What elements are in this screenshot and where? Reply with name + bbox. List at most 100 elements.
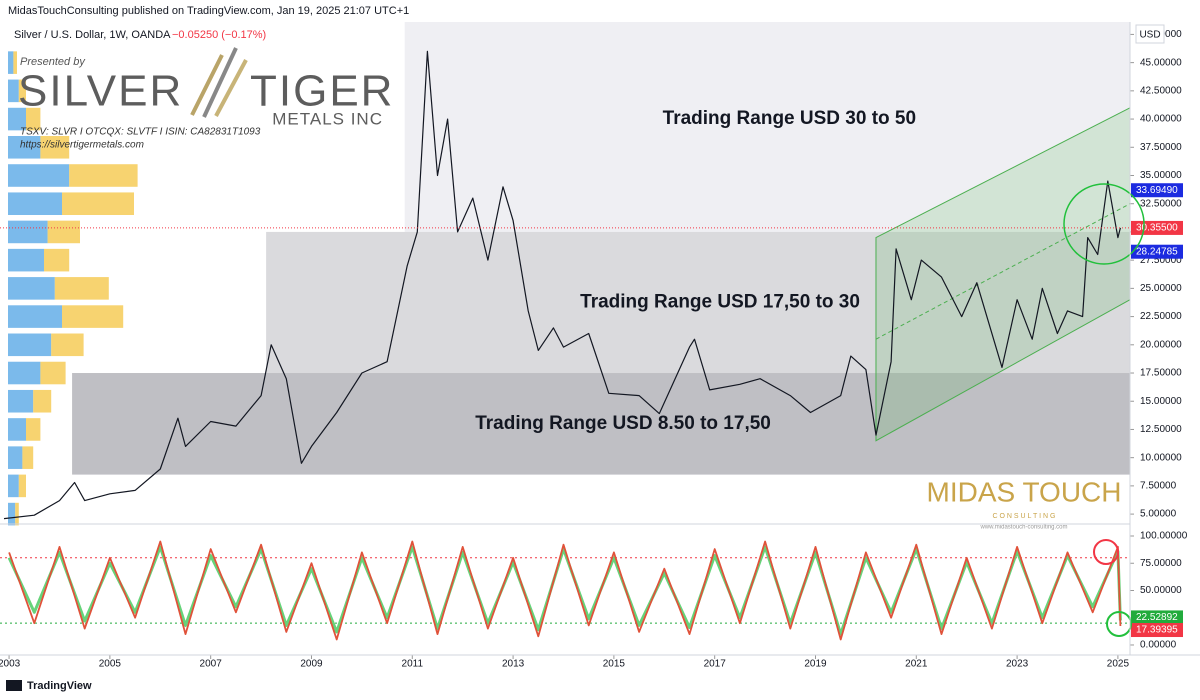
header-text: MidasTouchConsulting published on Tradin… — [8, 5, 409, 17]
volume-buy — [8, 277, 55, 300]
volume-buy — [8, 79, 19, 103]
ids: TSXV: SLVR I OTCQX: SLVTF I ISIN: CA8283… — [20, 127, 261, 138]
volume-sell — [51, 333, 84, 357]
currency: USD — [1139, 30, 1160, 41]
y-tick-label: 10.00000 — [1140, 452, 1182, 463]
y-tick-label: 25.00000 — [1140, 283, 1182, 294]
range-band — [404, 22, 1130, 232]
volume-sell — [62, 305, 124, 328]
footer: TradingView — [27, 680, 92, 692]
y-tick-label: 35.00000 — [1140, 170, 1182, 181]
volume-buy — [8, 192, 62, 216]
y-tick-label: 20.00000 — [1140, 339, 1182, 350]
volume-buy — [8, 389, 34, 413]
y-tick-label: 27.50000 — [1140, 255, 1182, 266]
x-tick-label: 2025 — [1107, 659, 1130, 670]
volume-sell — [40, 135, 70, 159]
osc-marker — [1131, 610, 1183, 625]
volume-buy — [8, 333, 52, 357]
volume-sell — [18, 474, 26, 498]
y-tick-label: 5.00000 — [1140, 509, 1177, 520]
volume-sell — [33, 389, 52, 413]
volume-sell — [13, 51, 17, 74]
price-marker — [1131, 244, 1183, 259]
y-tick-label: 50.00000 — [1140, 585, 1182, 596]
x-tick-label: 2009 — [300, 659, 323, 670]
logo-sub: METALS INC — [272, 109, 383, 128]
y-tick-label: 0.00000 — [1140, 640, 1177, 651]
volume-sell — [69, 164, 138, 187]
logo-word: TIGER — [250, 67, 394, 116]
x-tick-label: 2005 — [99, 659, 122, 670]
y-tick-label: 7.50000 — [1140, 481, 1177, 492]
price-marker-label: 30.35500 — [1136, 223, 1178, 234]
y-tick-label: 22.50000 — [1140, 311, 1182, 322]
symbol: Silver / U.S. Dollar, 1W, OANDA — [14, 29, 171, 41]
volume-buy — [8, 107, 26, 131]
volume-sell — [40, 361, 66, 385]
x-tick-label: 2013 — [502, 659, 525, 670]
highlight-circle — [1106, 611, 1132, 637]
volume-sell — [26, 418, 41, 441]
highlight-circle — [1093, 539, 1119, 565]
price-marker-label: 28.24785 — [1136, 246, 1178, 257]
volume-sell — [15, 502, 19, 526]
x-tick-label: 2023 — [1006, 659, 1029, 670]
y-tick-label: 17.50000 — [1140, 368, 1182, 379]
volume-sell — [47, 220, 80, 244]
x-tick-label: 2007 — [200, 659, 223, 670]
y-tick-label: 15.00000 — [1140, 396, 1182, 407]
volume-buy — [8, 135, 41, 159]
volume-buy — [8, 446, 23, 469]
x-tick-label: 2021 — [905, 659, 928, 670]
currency-box — [1135, 24, 1165, 44]
volume-buy — [8, 474, 19, 498]
x-tick-label: 2003 — [0, 659, 21, 670]
channel-mid — [875, 203, 1131, 340]
volume-buy — [8, 220, 48, 244]
osc-marker — [1131, 623, 1183, 638]
price-line — [3, 50, 1121, 520]
y-tick-label: 45.00000 — [1140, 57, 1182, 68]
y-tick-label: 75.00000 — [1140, 558, 1182, 569]
y-tick-label: 12.50000 — [1140, 424, 1182, 435]
volume-buy — [8, 502, 16, 526]
brand-name: MIDAS TOUCH — [927, 476, 1122, 507]
y-tick-label: 40.00000 — [1140, 114, 1182, 125]
url: https://silvertigermetals.com — [20, 140, 144, 151]
highlight-circle — [1063, 183, 1145, 265]
x-tick-label: 2019 — [804, 659, 827, 670]
volume-sell — [54, 277, 109, 300]
volume-sell — [22, 446, 34, 469]
volume-sell — [62, 192, 134, 216]
volume-buy — [8, 164, 70, 187]
x-tick-label: 2011 — [402, 659, 424, 670]
volume-sell — [26, 107, 41, 131]
y-tick-label: 42.50000 — [1140, 85, 1182, 96]
brand-sub: C O N S U L T I N G — [993, 513, 1056, 520]
osc-marker-label: 22.52892 — [1136, 612, 1178, 623]
price-marker — [1131, 183, 1183, 198]
y-tick-label: 100.00000 — [1140, 531, 1188, 542]
price-marker-label: 33.69490 — [1136, 185, 1178, 196]
volume-buy — [8, 361, 41, 385]
logo-word: SILVER — [18, 67, 183, 116]
volume-sell — [18, 79, 26, 103]
volume-buy — [8, 248, 44, 272]
volume-buy — [8, 418, 26, 441]
brand-url: www.midastouch-consulting.com — [979, 525, 1067, 531]
range-label: Trading Range USD 8.50 to 17,50 — [475, 413, 771, 434]
presented-by: Presented by — [20, 56, 86, 68]
volume-sell — [44, 248, 70, 272]
tv-logo — [6, 680, 22, 691]
y-tick-label: 37.50000 — [1140, 142, 1182, 153]
change: −0.05250 (−0.17%) — [172, 29, 266, 41]
range-label: Trading Range USD 30 to 50 — [663, 108, 916, 129]
x-tick-label: 2017 — [704, 659, 727, 670]
oscillator-line — [8, 540, 1122, 641]
x-tick-label: 2015 — [603, 659, 626, 670]
volume-buy — [8, 305, 62, 328]
osc-marker-label: 17.39395 — [1136, 625, 1178, 636]
y-tick-label: 32.50000 — [1140, 198, 1182, 209]
